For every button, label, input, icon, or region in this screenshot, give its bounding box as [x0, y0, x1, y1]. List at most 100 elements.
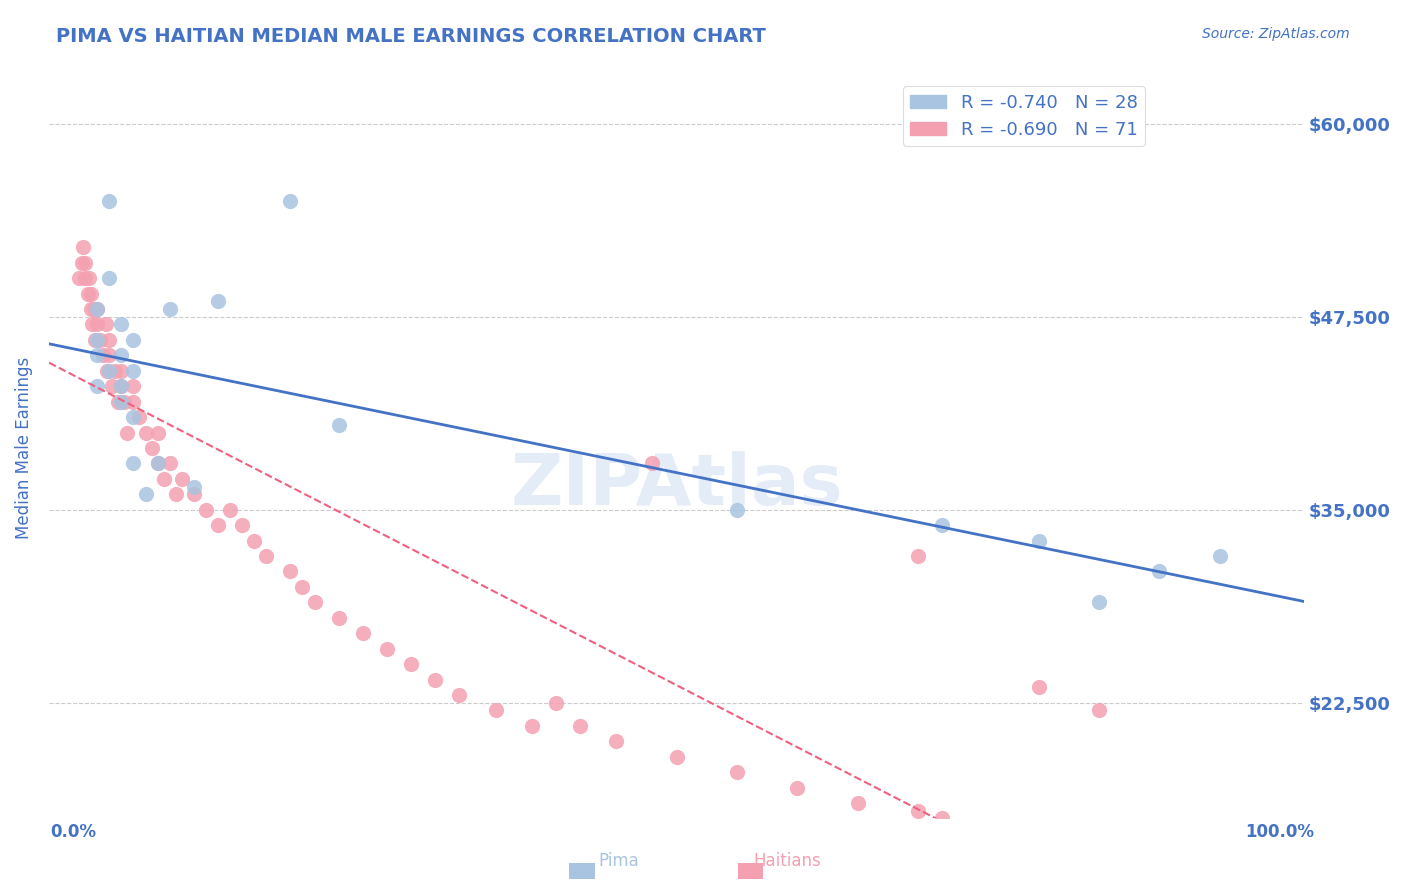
Point — [1209, 549, 1232, 563]
Point — [98, 364, 121, 378]
Point — [183, 479, 205, 493]
Point — [907, 549, 929, 563]
Point — [122, 364, 145, 378]
Point — [91, 348, 114, 362]
Point — [931, 812, 953, 826]
Point — [1004, 842, 1026, 856]
Point — [100, 379, 122, 393]
Point — [117, 425, 139, 440]
Text: Pima: Pima — [599, 852, 638, 870]
Point — [135, 425, 157, 440]
Point — [170, 472, 193, 486]
Point — [207, 518, 229, 533]
Point — [165, 487, 187, 501]
Point — [80, 286, 103, 301]
Point — [146, 456, 169, 470]
Point — [141, 441, 163, 455]
Point — [128, 410, 150, 425]
Point — [98, 271, 121, 285]
Legend: R = -0.740   N = 28, R = -0.690   N = 71: R = -0.740 N = 28, R = -0.690 N = 71 — [903, 87, 1144, 146]
Point — [86, 348, 108, 362]
Point — [76, 286, 98, 301]
Point — [665, 749, 688, 764]
Point — [1149, 565, 1171, 579]
Point — [484, 703, 506, 717]
Point — [254, 549, 277, 563]
Point — [72, 240, 94, 254]
Text: Haitians: Haitians — [754, 852, 821, 870]
Point — [159, 456, 181, 470]
Point — [569, 719, 592, 733]
Point — [135, 487, 157, 501]
Point — [75, 271, 97, 285]
Point — [75, 256, 97, 270]
Point — [110, 379, 132, 393]
Point — [544, 696, 567, 710]
Point — [110, 318, 132, 332]
Point — [146, 456, 169, 470]
Point — [94, 318, 117, 332]
Point — [122, 394, 145, 409]
Text: Source: ZipAtlas.com: Source: ZipAtlas.com — [1202, 27, 1350, 41]
Point — [122, 410, 145, 425]
Point — [80, 301, 103, 316]
Point — [146, 425, 169, 440]
Point — [605, 734, 627, 748]
Point — [112, 394, 135, 409]
Point — [1028, 680, 1050, 694]
Point — [1088, 595, 1111, 609]
Point — [96, 364, 118, 378]
Point — [520, 719, 543, 733]
Point — [110, 394, 132, 409]
Point — [86, 301, 108, 316]
Point — [98, 348, 121, 362]
Point — [641, 456, 664, 470]
Point — [82, 318, 104, 332]
Point — [107, 394, 129, 409]
Point — [907, 804, 929, 818]
Point — [375, 641, 398, 656]
Point — [98, 194, 121, 208]
Point — [725, 502, 748, 516]
Text: PIMA VS HAITIAN MEDIAN MALE EARNINGS CORRELATION CHART: PIMA VS HAITIAN MEDIAN MALE EARNINGS COR… — [56, 27, 766, 45]
Point — [328, 417, 350, 432]
Point — [86, 333, 108, 347]
Point — [67, 271, 90, 285]
Point — [231, 518, 253, 533]
Point — [110, 364, 132, 378]
Point — [86, 301, 108, 316]
Point — [110, 379, 132, 393]
Point — [725, 765, 748, 780]
Point — [280, 565, 302, 579]
Point — [89, 333, 111, 347]
Point — [122, 379, 145, 393]
Y-axis label: Median Male Earnings: Median Male Earnings — [15, 357, 32, 539]
Point — [243, 533, 266, 548]
Point — [1088, 703, 1111, 717]
Point — [183, 487, 205, 501]
Point — [449, 688, 471, 702]
Point — [104, 364, 127, 378]
Point — [70, 256, 93, 270]
Point — [83, 333, 105, 347]
Point — [931, 518, 953, 533]
Point — [846, 796, 869, 810]
Text: ZIPAtlas: ZIPAtlas — [510, 450, 844, 519]
Point — [425, 673, 447, 687]
Point — [152, 472, 174, 486]
Point — [83, 301, 105, 316]
Point — [352, 626, 374, 640]
Point — [77, 271, 100, 285]
Point — [110, 348, 132, 362]
Point — [304, 595, 326, 609]
Point — [98, 333, 121, 347]
Point — [86, 379, 108, 393]
Point — [159, 301, 181, 316]
Point — [967, 827, 990, 841]
Point — [207, 294, 229, 309]
Point — [86, 318, 108, 332]
Point — [122, 333, 145, 347]
Point — [219, 502, 242, 516]
Point — [291, 580, 314, 594]
Point — [786, 780, 808, 795]
